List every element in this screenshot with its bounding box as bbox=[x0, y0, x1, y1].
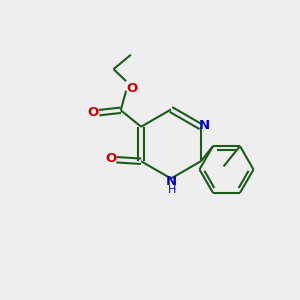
Text: N: N bbox=[166, 175, 177, 188]
Text: H: H bbox=[167, 184, 176, 195]
Text: O: O bbox=[127, 82, 138, 95]
Text: N: N bbox=[199, 119, 210, 132]
Text: O: O bbox=[87, 106, 98, 119]
Text: O: O bbox=[105, 152, 116, 165]
